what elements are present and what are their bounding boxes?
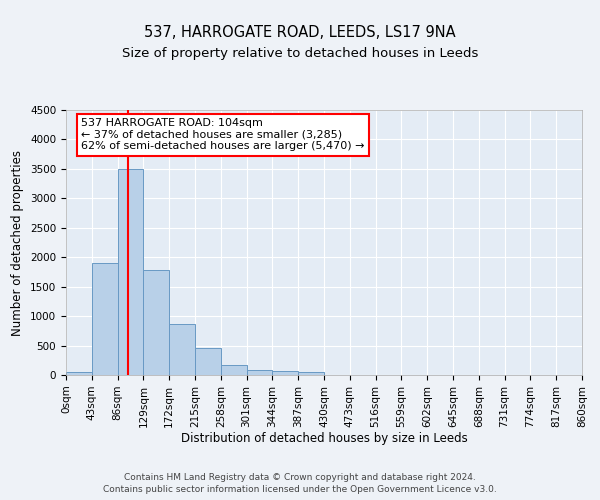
Bar: [92, 263, 118, 375]
Bar: [66, 372, 92, 375]
X-axis label: Distribution of detached houses by size in Leeds: Distribution of detached houses by size …: [181, 432, 467, 446]
Bar: [272, 372, 298, 375]
Bar: [143, 270, 169, 375]
Text: 537 HARROGATE ROAD: 104sqm
← 37% of detached houses are smaller (3,285)
62% of s: 537 HARROGATE ROAD: 104sqm ← 37% of deta…: [82, 118, 365, 151]
Bar: [118, 169, 143, 375]
Bar: [247, 370, 272, 375]
Bar: [298, 372, 324, 375]
Text: Size of property relative to detached houses in Leeds: Size of property relative to detached ho…: [122, 48, 478, 60]
Bar: [169, 324, 195, 375]
Text: 537, HARROGATE ROAD, LEEDS, LS17 9NA: 537, HARROGATE ROAD, LEEDS, LS17 9NA: [144, 25, 456, 40]
Text: Contains HM Land Registry data © Crown copyright and database right 2024.: Contains HM Land Registry data © Crown c…: [124, 472, 476, 482]
Bar: [195, 348, 221, 375]
Y-axis label: Number of detached properties: Number of detached properties: [11, 150, 25, 336]
Bar: [221, 364, 247, 375]
Text: Contains public sector information licensed under the Open Government Licence v3: Contains public sector information licen…: [103, 485, 497, 494]
